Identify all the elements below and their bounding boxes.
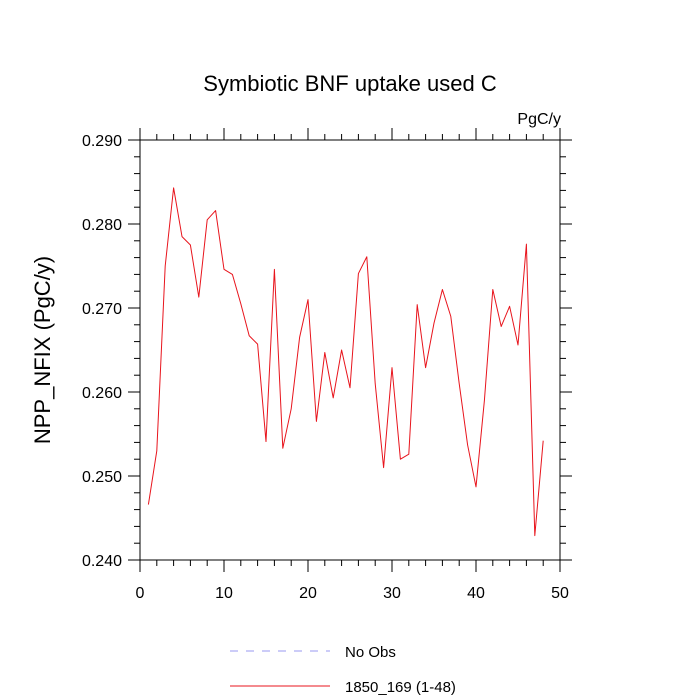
series-layer [147,187,544,537]
y-tick-label: 0.290 [82,133,122,150]
x-tick-label: 0 [136,585,145,602]
legend-label-1850-169: 1850_169 (1-48) [345,679,456,696]
units-label: PgC/y [517,111,561,128]
legend-label-no-obs: No Obs [345,644,396,661]
y-tick-label: 0.260 [82,385,122,402]
y-tick-label: 0.280 [82,217,122,234]
chart-title: Symbiotic BNF uptake used C [203,71,497,96]
y-tick-label: 0.250 [82,469,122,486]
y-tick-label: 0.270 [82,301,122,318]
axis-ticks [128,128,572,572]
y-axis-label: NPP_NFIX (PgC/y) [30,256,55,444]
x-tick-label: 10 [215,585,233,602]
series-line-1850-169 [147,187,544,537]
plot-frame [139,139,561,561]
y-tick-labels: 0.240 0.250 0.260 0.270 0.280 0.290 [82,133,122,570]
x-tick-label: 40 [467,585,485,602]
x-tick-label: 20 [299,585,317,602]
x-tick-labels: 0 10 20 30 40 50 [136,585,569,602]
x-tick-label: 50 [551,585,569,602]
x-tick-label: 30 [383,585,401,602]
legend: No Obs 1850_169 (1-48) [230,644,456,696]
y-tick-label: 0.240 [82,553,122,570]
